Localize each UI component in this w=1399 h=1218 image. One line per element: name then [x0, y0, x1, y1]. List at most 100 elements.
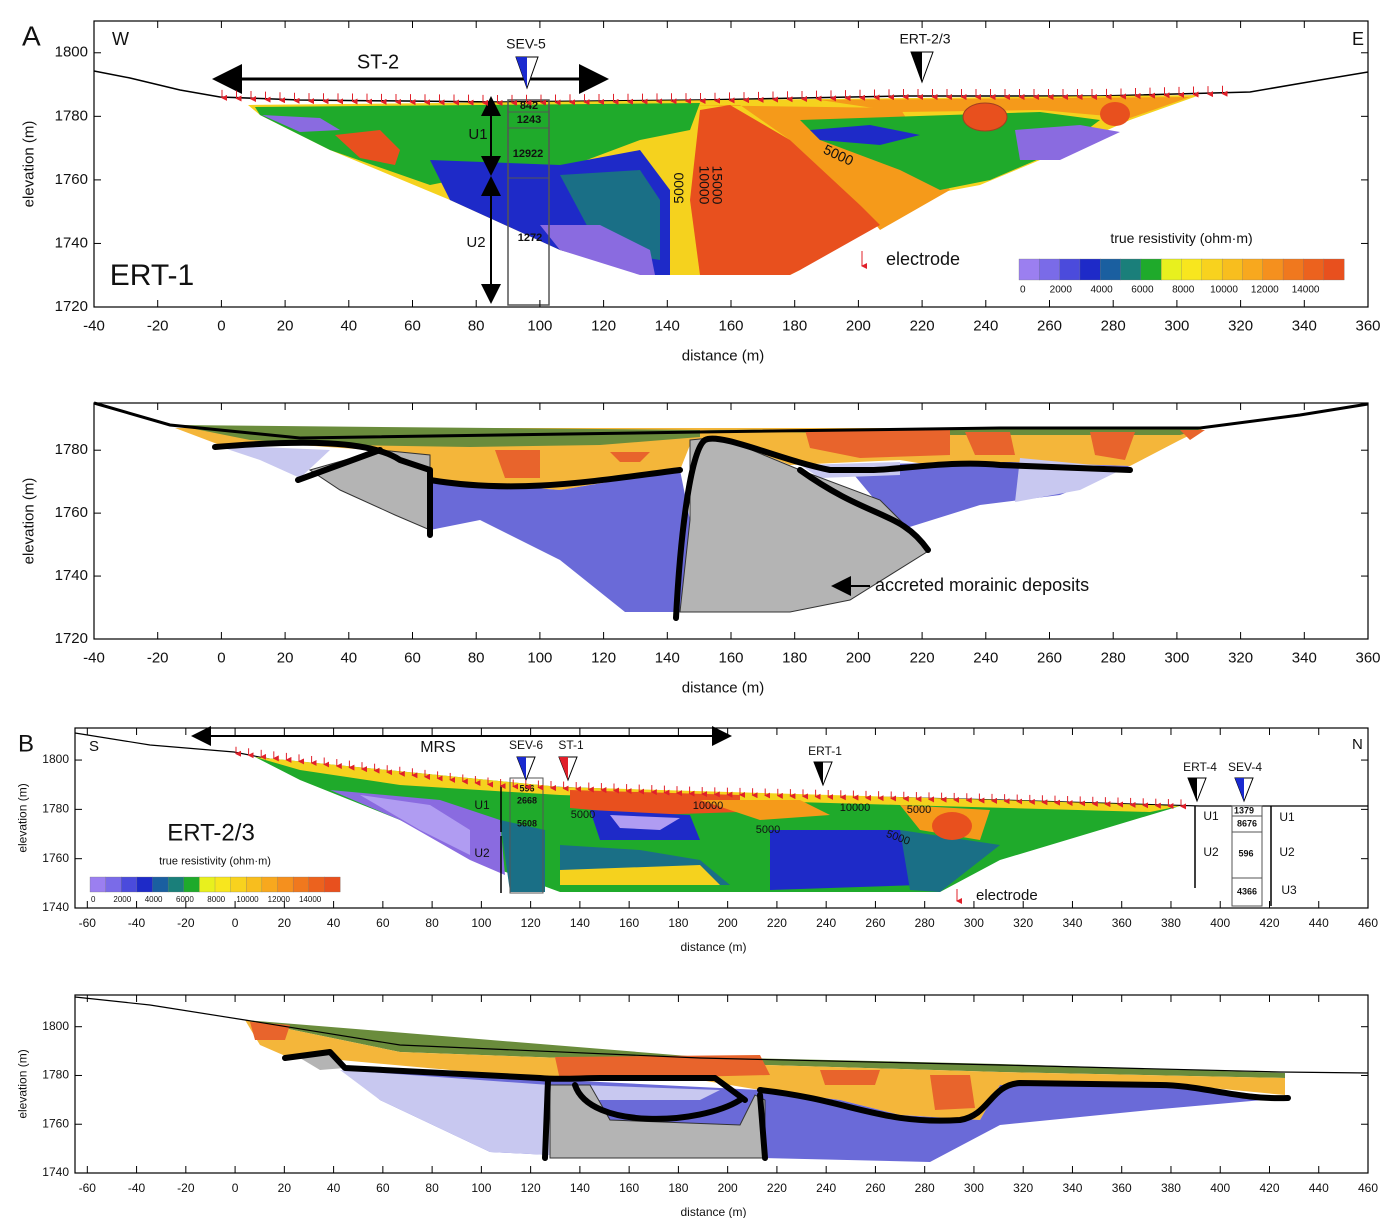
ert-marker [1188, 778, 1197, 801]
y-tick-label: 1780 [55, 107, 88, 124]
sounding-column [1231, 805, 1263, 907]
marker-label: ST-2 [357, 51, 399, 73]
panel-label: A [22, 20, 41, 51]
x-tick-label: 220 [910, 317, 935, 334]
x-tick-label: 240 [816, 1181, 836, 1195]
sev-marker [517, 757, 526, 780]
colorbar-swatch [121, 876, 138, 893]
st-marker [559, 757, 568, 780]
x-tick-label: 420 [1259, 1181, 1279, 1195]
unit-label: U1 [474, 798, 490, 812]
deposit-unit [250, 1022, 290, 1040]
contour-label: 5000 [756, 824, 780, 836]
x-tick-label: 360 [1355, 649, 1380, 666]
resistivity-zone [560, 865, 720, 885]
colorbar-tick-label: 0 [1020, 285, 1026, 296]
sounding-value: 842 [520, 100, 538, 112]
x-tick-label: -20 [177, 1181, 195, 1195]
contour-label: 15000 [709, 166, 725, 205]
x-axis-label: distance (m) [682, 679, 765, 696]
x-tick-label: 100 [471, 916, 491, 930]
marker-label: SEV-6 [509, 738, 543, 752]
colorbar-swatch [1242, 258, 1264, 281]
x-tick-label: 460 [1358, 916, 1378, 930]
y-axis-label: elevation (m) [20, 121, 37, 208]
ert-marker [814, 762, 823, 785]
resistivity-zone [1015, 125, 1120, 160]
colorbar-swatch [1039, 258, 1061, 281]
colorbar-swatch [1100, 258, 1122, 281]
x-tick-label: 160 [718, 317, 743, 334]
x-tick-label: 300 [964, 1181, 984, 1195]
unit-label: U1 [1279, 810, 1295, 824]
unit-label: U3 [1281, 883, 1297, 897]
x-tick-label: 100 [527, 317, 552, 334]
annotation: accreted morainic deposits [875, 575, 1089, 595]
colorbar-swatch [246, 876, 263, 893]
deposit-unit [820, 1070, 880, 1085]
x-tick-label: 280 [1101, 317, 1126, 334]
deposit-unit [340, 1070, 550, 1155]
sounding-value: 596 [1238, 848, 1253, 858]
y-tick-label: 1760 [55, 171, 88, 188]
x-tick-label: 260 [865, 1181, 885, 1195]
colorbar-swatch [1181, 258, 1203, 281]
colorbar-tick-label: 10000 [236, 895, 259, 904]
x-tick-label: 360 [1355, 317, 1380, 334]
x-tick-label: 40 [340, 317, 357, 334]
x-tick-label: 360 [1112, 916, 1132, 930]
colorbar-swatch [1262, 258, 1284, 281]
y-tick-label: 1740 [42, 900, 69, 914]
colorbar-swatch [136, 876, 153, 893]
boundary [572, 1082, 743, 1122]
direction-label: E [1352, 29, 1364, 49]
x-tick-label: 40 [327, 1181, 341, 1195]
legend-label: electrode [976, 887, 1038, 904]
sounding-value: 12922 [513, 148, 544, 160]
x-tick-label: 380 [1161, 1181, 1181, 1195]
x-tick-label: -60 [79, 916, 97, 930]
deposit-unit [610, 452, 650, 462]
y-tick-label: 1740 [55, 234, 88, 251]
resistivity-zone [330, 790, 505, 875]
x-tick-label: 80 [425, 916, 439, 930]
x-tick-label: 240 [973, 317, 998, 334]
colorbar-tick-label: 2000 [113, 895, 131, 904]
deposit-unit [1090, 432, 1135, 460]
resistivity-zone [255, 757, 1180, 812]
colorbar-swatch [1161, 258, 1182, 281]
resistivity-zone [540, 225, 655, 275]
x-tick-label: 20 [278, 916, 292, 930]
colorbar-tick-label: 14000 [299, 895, 322, 904]
sounding-value: 2668 [517, 795, 537, 805]
x-tick-label: 260 [1037, 649, 1062, 666]
x-tick-label: 320 [1228, 649, 1253, 666]
boundary [542, 1077, 551, 1161]
boundary [295, 447, 383, 483]
contour-label: 5000 [671, 172, 687, 203]
colorbar-swatch [1018, 258, 1040, 281]
x-tick-label: 140 [655, 317, 680, 334]
unit-label: U2 [1203, 845, 1219, 859]
resistivity-zone [820, 97, 1190, 118]
x-tick-label: 0 [232, 916, 239, 930]
deposit-unit [215, 445, 330, 478]
resistivity-zone [932, 812, 972, 840]
y-tick-label: 1780 [42, 1068, 69, 1082]
x-tick-label: 160 [619, 916, 639, 930]
x-tick-label: 60 [376, 916, 390, 930]
x-tick-label: 20 [278, 1181, 292, 1195]
sounding-value: 596 [519, 783, 534, 793]
unit-label: U2 [1279, 845, 1295, 859]
colorbar-swatch [230, 876, 247, 893]
boundary [757, 1092, 768, 1161]
x-tick-label: 60 [376, 1181, 390, 1195]
colorbar-swatch [183, 876, 200, 893]
resistivity-zone [900, 830, 1000, 892]
topography [74, 996, 1369, 1074]
colorbar-swatch [152, 876, 169, 893]
colorbar-swatch [292, 876, 310, 893]
x-tick-label: 80 [468, 649, 485, 666]
